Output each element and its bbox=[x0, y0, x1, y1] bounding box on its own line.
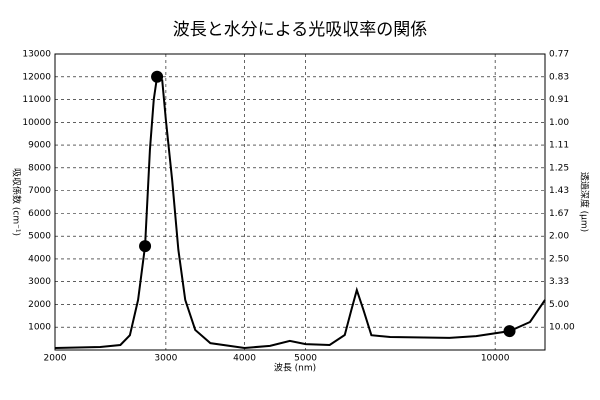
y-tick-label: 2000 bbox=[28, 300, 51, 310]
y-tick-label: 12000 bbox=[22, 72, 51, 82]
y-tick-label: 6000 bbox=[28, 209, 51, 219]
y-tick-label: 10000 bbox=[22, 118, 51, 128]
plot-frame bbox=[54, 53, 546, 351]
y-tick-label: 4000 bbox=[28, 254, 51, 264]
y-tick-label: 7000 bbox=[28, 186, 51, 196]
y-tick-label: 13000 bbox=[22, 50, 51, 60]
y2-tick-label: 0.83 bbox=[549, 72, 569, 82]
chart-title: 波長と水分による光吸収率の関係 bbox=[173, 20, 428, 40]
y-tick-label: 9000 bbox=[28, 141, 51, 151]
y-tick-label: 11000 bbox=[22, 95, 51, 105]
y2-tick-label: 5.00 bbox=[549, 300, 569, 310]
y-axis-label: 吸収係数 (cm⁻¹) bbox=[11, 168, 23, 236]
y2-tick-label: 0.91 bbox=[549, 95, 569, 105]
point bbox=[503, 325, 516, 338]
y-tick-label: 3000 bbox=[28, 277, 51, 287]
y2-tick-label: 0.77 bbox=[549, 50, 569, 60]
y2-tick-label: 2.00 bbox=[549, 232, 569, 242]
y2-tick-label: 10.00 bbox=[549, 323, 575, 333]
y-tick-label: 8000 bbox=[28, 163, 51, 173]
x-axis-label: 波長 (nm) bbox=[274, 362, 316, 374]
x-tick-label: 4000 bbox=[233, 354, 256, 364]
y2-tick-label: 1.67 bbox=[549, 209, 569, 219]
y2-tick-label: 1.43 bbox=[549, 186, 569, 196]
line bbox=[54, 75, 546, 349]
y2-tick-label: 1.00 bbox=[549, 118, 569, 128]
y2-tick-label: 3.33 bbox=[549, 277, 569, 287]
x-tick-label: 2000 bbox=[44, 354, 67, 364]
x-tick-label: 5000 bbox=[294, 354, 317, 364]
point bbox=[151, 70, 164, 83]
y-tick-label: 5000 bbox=[28, 232, 51, 242]
x-tick-label: 10000 bbox=[481, 354, 510, 364]
y-tick-label: 1000 bbox=[28, 323, 51, 333]
y2-tick-label: 2.50 bbox=[549, 254, 569, 264]
y2-tick-label: 1.11 bbox=[549, 141, 569, 151]
y2-axis-label: 透過深度 (μm) bbox=[579, 172, 591, 232]
y2-tick-label: 1.25 bbox=[549, 163, 569, 173]
x-tick-label: 3000 bbox=[154, 354, 177, 364]
point bbox=[139, 240, 152, 253]
